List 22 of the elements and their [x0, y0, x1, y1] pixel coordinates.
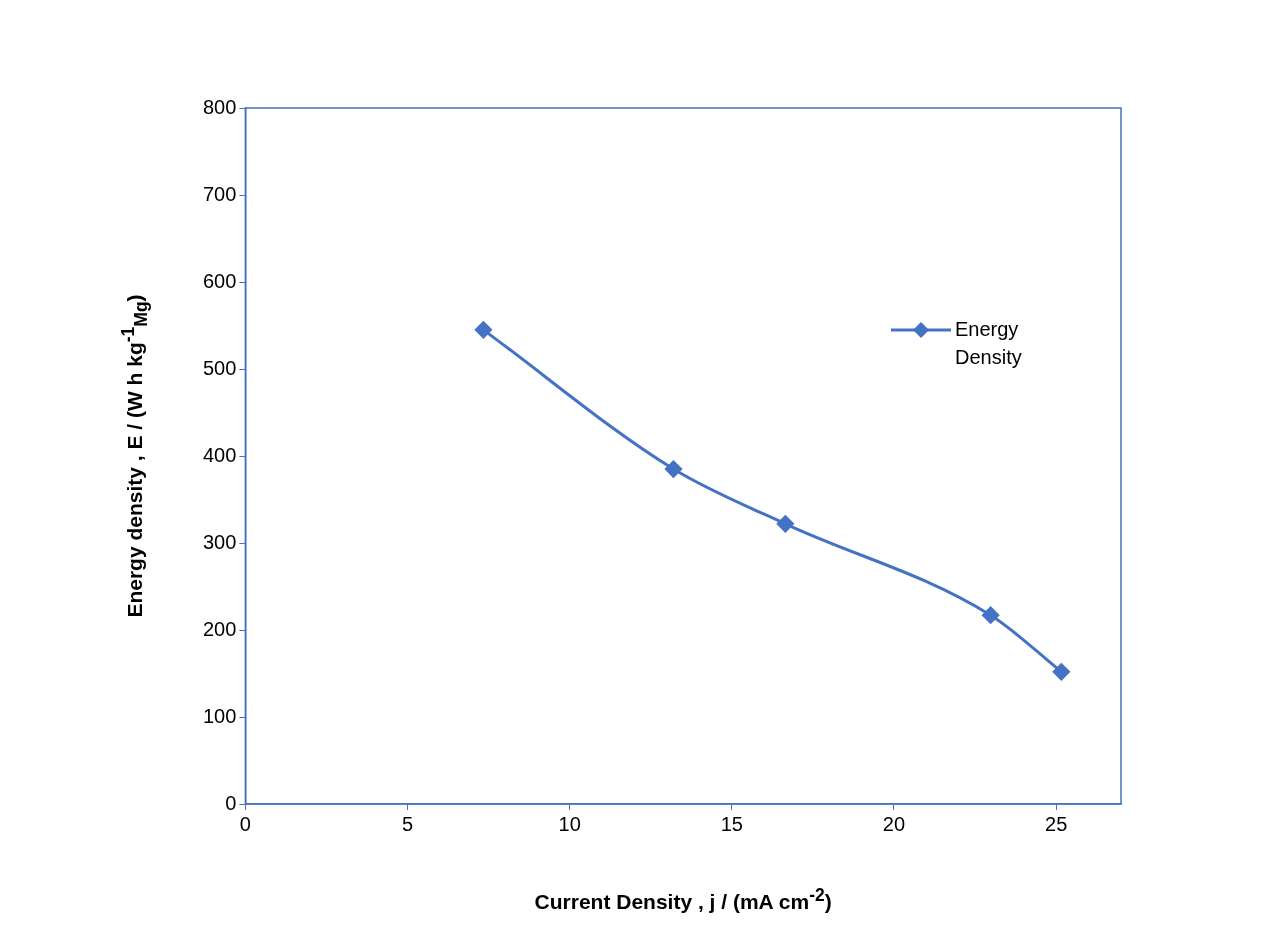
x-tick-label: 0	[239, 812, 251, 835]
legend-label: Energy Density	[955, 317, 1022, 368]
point	[982, 606, 1000, 624]
point	[776, 515, 794, 533]
y-tick-label: 600	[202, 269, 237, 292]
x-axis-title: Current Density , j / (mA cm$^{-2}$)	[534, 884, 832, 914]
point	[664, 460, 682, 478]
x-tick-label: 20	[882, 812, 906, 835]
y-tick-label: 200	[202, 617, 237, 640]
y-tick-label: 700	[202, 182, 237, 205]
point	[1052, 663, 1070, 681]
x-tick-label: 15	[720, 812, 743, 835]
y-tick-label: 800	[202, 95, 237, 118]
x-tick-label: 5	[401, 812, 414, 835]
point	[474, 321, 492, 339]
x-tick-label: 25	[1045, 812, 1068, 835]
y-tick-label: 0	[225, 791, 237, 814]
x-tick-label: 10	[558, 812, 581, 835]
y-tick-label: 400	[202, 443, 237, 466]
y-tick-label: 500	[202, 356, 237, 379]
y-tick-label: 100	[202, 704, 237, 727]
y-tick-label: 300	[202, 530, 237, 553]
